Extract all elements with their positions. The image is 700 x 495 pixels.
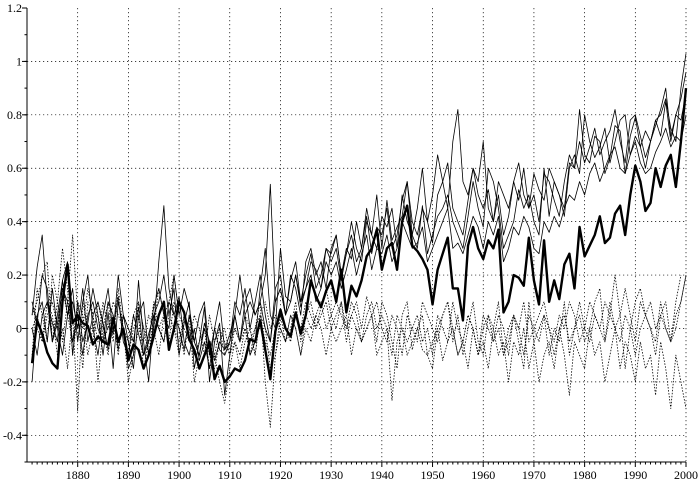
axes [22,7,687,467]
y-tick-label: 0.8 [7,108,22,122]
tick-labels: 1880 1890 1900 1910 1920 1930 1940 1950 1960 1970… [3,1,698,482]
x-tick-label: 1950 [421,468,445,482]
y-tick-label: 1 [16,54,22,68]
x-tick-label: 1980 [573,468,597,482]
x-tick-label: 1900 [167,468,191,482]
x-tick-label: 1930 [319,468,343,482]
x-tick-label: 2000 [674,468,698,482]
grid [27,8,687,462]
y-tick-label: -0.2 [3,375,22,389]
y-tick-label: 0.4 [7,215,22,229]
x-tick-label: 1920 [268,468,292,482]
x-tick-label: 1880 [66,468,90,482]
series-lines [30,53,688,428]
y-tick-label: 1.2 [7,1,22,15]
series-line-9-thin-dotted [31,274,687,356]
x-tick-label: 1960 [471,468,495,482]
x-tick-label: 1890 [116,468,140,482]
series-line-7-thin-dotted [31,234,682,356]
series-line-2-thin-solid [31,53,687,396]
y-tick-label: -0.4 [3,428,22,442]
y-tick-label: 0.6 [7,161,22,175]
x-tick-label: 1910 [218,468,242,482]
x-tick-label: 1990 [623,468,647,482]
x-tick-label: 1970 [522,468,546,482]
series-line-4-thin-solid [31,72,687,382]
x-tick-label: 1940 [370,468,394,482]
series-line-5-thin-solid [31,114,687,361]
y-tick-label: 0.2 [7,268,22,282]
y-tick-label: 0 [16,321,22,335]
series-line-1-thick-solid [30,88,688,384]
